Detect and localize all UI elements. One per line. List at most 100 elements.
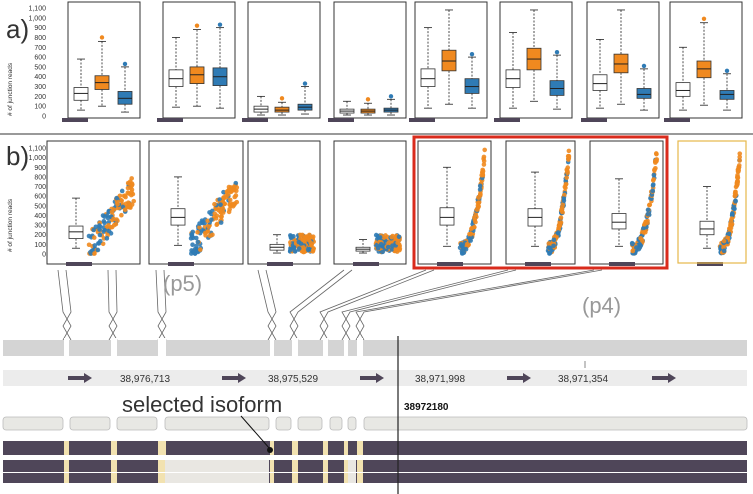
isoform-exon-light <box>297 416 323 431</box>
scatter-point <box>378 241 384 247</box>
scatter-point <box>209 211 214 217</box>
y-tick-label: 1,100 <box>28 6 46 13</box>
direction-arrow-head <box>84 373 92 383</box>
row-b-scatterplots <box>46 140 743 266</box>
scatter-point <box>130 191 136 197</box>
scatter-point <box>380 249 385 255</box>
scatter-panel <box>247 140 321 266</box>
panel-frame <box>247 1 321 119</box>
isoform-junction-mark <box>357 460 363 472</box>
connector-line <box>62 269 72 341</box>
scatter-point <box>218 214 224 219</box>
isoform-exon-light <box>275 416 292 431</box>
panel-base-bar <box>581 118 607 122</box>
scatter-point <box>301 249 307 255</box>
scatter-point <box>205 218 211 224</box>
scatter-point <box>197 247 203 252</box>
scatter-point <box>561 196 567 202</box>
scatter-point <box>460 246 466 251</box>
genome-coord-2: 38,975,529 <box>268 374 318 385</box>
connector-line <box>57 269 72 341</box>
boxplot-panel <box>62 1 141 122</box>
panel-base-bar <box>157 118 183 122</box>
scatter-point <box>202 230 208 236</box>
box-body <box>420 68 436 87</box>
isoform-junction-mark <box>323 460 328 472</box>
scatter-point <box>651 172 657 178</box>
scatter-point <box>736 167 741 173</box>
panel-base-bar <box>66 262 92 266</box>
scatter-point <box>310 248 316 253</box>
boxplot-panel <box>664 1 743 122</box>
cursor-position-label: 38972180 <box>404 402 449 413</box>
scatter-point <box>641 229 646 235</box>
scatter-point <box>102 220 107 226</box>
direction-arrow-head <box>376 373 384 383</box>
y-tick-label: 100 <box>34 104 46 111</box>
y-tick-label: 1,000 <box>28 155 46 162</box>
scatter-point <box>88 251 94 256</box>
scatter-point <box>376 235 381 241</box>
panel-a-label: a) <box>6 14 29 44</box>
scatter-point <box>105 213 110 218</box>
scatter-point <box>566 148 572 154</box>
scatter-point <box>737 151 743 156</box>
y-tick-label: 500 <box>34 203 46 210</box>
scatter-point <box>190 242 195 248</box>
scatter-point <box>464 241 470 247</box>
scatter-point <box>383 233 388 238</box>
genome-coord-1: 38,976,713 <box>120 374 170 385</box>
scatter-point <box>111 216 116 222</box>
scatter-point <box>129 182 135 187</box>
intron-gap <box>357 338 363 358</box>
scatter-point <box>209 217 214 222</box>
scatter-point <box>122 207 128 213</box>
y-tick-label: 400 <box>34 74 46 81</box>
row-a-boxplots <box>62 1 743 122</box>
panel-frame <box>162 1 236 119</box>
scatter-point <box>307 246 312 252</box>
scatter-point <box>114 195 119 201</box>
genome-coord-4: 38,971,354 <box>558 374 608 385</box>
scatter-point <box>212 211 218 216</box>
scatter-point <box>125 180 131 186</box>
scatter-point <box>129 176 134 181</box>
scatter-point <box>197 225 202 230</box>
isoform-junction-mark <box>357 473 363 483</box>
isoform-junction-mark <box>292 460 298 472</box>
scatter-point <box>106 228 112 234</box>
isoform-row <box>3 441 747 455</box>
isoform-exon-light <box>164 416 270 431</box>
isoform-skipped-exon <box>165 460 269 472</box>
scatter-point <box>195 229 200 235</box>
y-tick-label: 800 <box>34 35 46 42</box>
scatter-point <box>565 170 570 176</box>
scatter-point <box>197 221 202 226</box>
connector-line <box>107 269 118 341</box>
connector-lines <box>57 269 603 341</box>
scatter-point <box>650 188 655 194</box>
outlier-point <box>99 35 105 40</box>
scatter-point <box>472 224 477 230</box>
isoform-junction-mark <box>344 441 348 455</box>
y-tick-label: 600 <box>34 55 46 62</box>
scatter-point <box>296 246 302 251</box>
scatter-point <box>481 156 486 162</box>
scatter-point <box>565 153 571 159</box>
scatter-point <box>645 211 651 217</box>
connector-line <box>341 269 517 341</box>
y-tick-label: 1,000 <box>28 15 46 22</box>
isoform-junction-mark <box>357 441 363 455</box>
connector-line <box>108 269 118 341</box>
isoform-exon-light <box>69 416 111 431</box>
panel-frame <box>333 1 407 119</box>
scatter-point <box>212 201 217 207</box>
scatter-point <box>555 230 561 235</box>
panel-base-bar <box>409 118 435 122</box>
y-tick-label: 800 <box>34 174 46 181</box>
scatter-point <box>189 232 194 237</box>
scatter-point <box>119 212 124 218</box>
scatter-point <box>477 187 483 192</box>
scatter-point <box>306 237 312 243</box>
scatter-point <box>385 244 391 250</box>
